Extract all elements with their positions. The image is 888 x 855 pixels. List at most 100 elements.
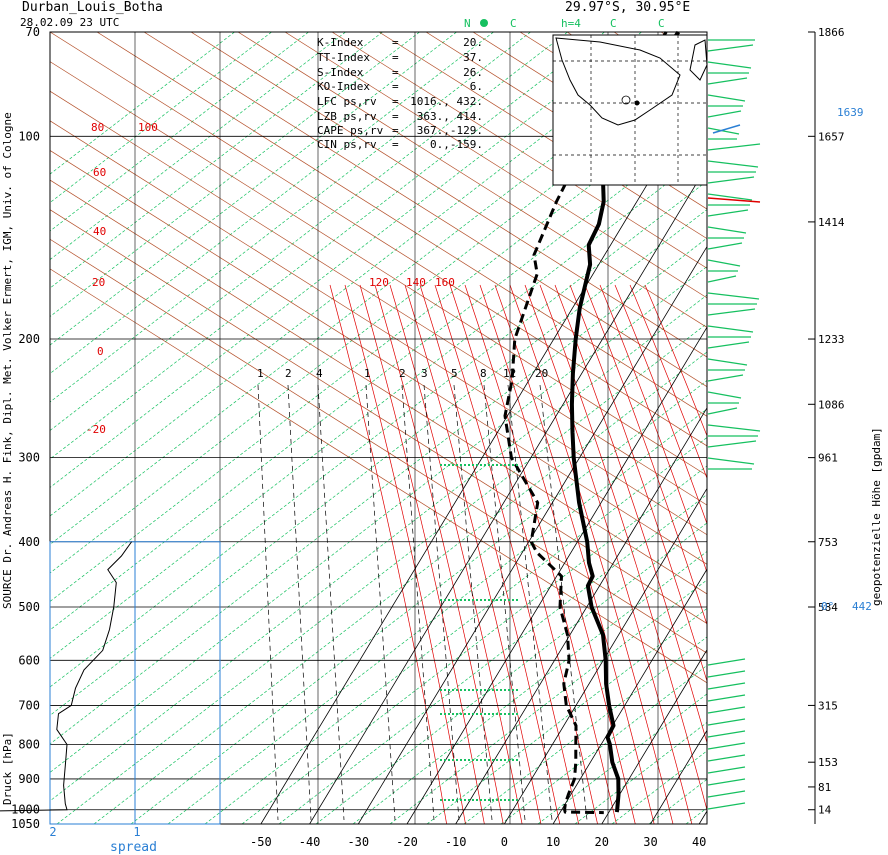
index-name: K-Index: [317, 36, 364, 49]
wind-barb: [707, 658, 746, 666]
wind-barb: [707, 457, 755, 465]
temperature-tick-label: -30: [347, 835, 369, 849]
isotherm: [455, 407, 707, 824]
index-sep: =: [392, 51, 399, 64]
moist-adiabat: [344, 284, 466, 824]
index-name: TT-Index: [317, 51, 370, 64]
theta-label: 60: [93, 166, 106, 179]
wind-barb: [707, 670, 746, 678]
wind-barb: [707, 374, 744, 382]
wind-barb: [707, 61, 752, 69]
green-guide-line: [426, 607, 707, 824]
mixing-ratio-line: [483, 384, 526, 821]
plot-frame: [49, 31, 708, 825]
pressure-tick-label: 800: [18, 737, 40, 751]
green-guide-line: [723, 0, 888, 824]
index-sep: =: [392, 36, 399, 49]
wind-barb: [707, 706, 746, 714]
green-guide-line: [50, 266, 707, 773]
index-sep: =: [392, 66, 399, 79]
tropopause-height: 1639: [837, 106, 864, 119]
pressure-tick-label: 400: [18, 535, 40, 549]
temperature-profile: [569, 30, 681, 813]
mixing-ratio-line: [257, 384, 279, 821]
mixing-ratio-label: 4: [316, 367, 323, 380]
moist-adiabat: [434, 284, 580, 824]
green-guide-line: [50, 95, 707, 602]
wind-barb: [707, 325, 754, 333]
mixing-ratio-line: [423, 384, 460, 821]
map-frame: [552, 34, 708, 186]
moist-adiabat: [614, 284, 707, 525]
index-name: S-Index: [317, 66, 364, 79]
temperature-tick-label: 40: [692, 835, 706, 849]
spread-tick-label: 2: [49, 825, 56, 839]
green-guide-line: [50, 180, 707, 688]
green-guide-line: [50, 32, 273, 204]
mixing-ratio-label: 2: [285, 367, 292, 380]
cloud-legend-cl: C: [510, 17, 517, 30]
height-tick-label: 1086: [818, 398, 845, 411]
pressure-tick-label: 1050: [11, 817, 40, 831]
index-name: CIN ps,rv: [317, 138, 377, 151]
wind-barb: [707, 778, 746, 786]
spread-tick-label: 1: [133, 825, 140, 839]
mixing-ratio-label: 1: [364, 367, 371, 380]
wind-barb: [707, 259, 741, 267]
temperature-tick-label: -50: [250, 835, 272, 849]
isotherm: [552, 568, 707, 824]
moist-adiabat: [539, 284, 707, 812]
moist-adiabat: [389, 284, 523, 824]
cloud-legend-ch: C: [658, 17, 665, 30]
spread-line: [0, 541, 133, 812]
green-guide-line: [797, 0, 888, 824]
green-guide-line: [50, 66, 707, 574]
wind-barb: [707, 742, 746, 750]
index-value: 20.: [463, 36, 483, 49]
height-tick-label: 153: [818, 756, 838, 769]
index-sep: =: [392, 110, 399, 123]
cloud-legend-n: N: [464, 17, 471, 30]
cloud-legend: N C h=4 C C: [464, 17, 665, 30]
pressure-tick-label: 100: [18, 129, 40, 143]
moist-adiabat: [404, 284, 542, 824]
green-guide-line: [130, 380, 707, 824]
moist-adiabat: [644, 284, 707, 437]
mixing-ratio-line: [365, 384, 396, 821]
theta-label: -20: [86, 423, 106, 436]
pressure-tick-label: 500: [18, 600, 40, 614]
height-tick-label: 81: [818, 781, 831, 794]
wind-barb: [707, 754, 746, 762]
location-map: [552, 34, 708, 186]
wind-barb: [707, 226, 747, 234]
green-guide-line: [352, 550, 707, 824]
dry-adiabat: [237, 32, 707, 328]
wind-barb: [707, 358, 748, 366]
source-credit: SOURCE Dr. Andreas H. Fink, Dipl. Met. V…: [1, 112, 14, 609]
index-name: CAPE ps,rv: [317, 124, 384, 137]
green-guide-line: [50, 32, 569, 431]
wind-barb: [707, 802, 746, 810]
dry-adiabat: [849, 32, 888, 725]
pressure-tick-label: 200: [18, 332, 40, 346]
index-value: 367.,-129.: [417, 124, 483, 137]
green-guide-line: [50, 237, 707, 745]
index-value: 363., 414.: [417, 110, 483, 123]
wind-barb: [707, 209, 749, 217]
wind-barb: [707, 44, 754, 52]
green-guide-line: [50, 32, 532, 403]
index-value: 37.: [463, 51, 483, 64]
location-coordinates: 29.97°S, 30.95°E: [565, 0, 690, 15]
green-guide-line: [50, 32, 384, 289]
sounding-profile: [503, 30, 681, 815]
green-guide-line: [50, 32, 495, 374]
height-tick-label: 14: [818, 804, 832, 817]
temperature-tick-label: 10: [546, 835, 560, 849]
right-axis-label: geopotenzielle Höhe [gpdam]: [870, 427, 883, 606]
green-guide-line: [167, 408, 707, 824]
theta-e-label: 120: [369, 276, 389, 289]
wind-barb: [707, 176, 755, 184]
moist-adiabat: [479, 284, 636, 824]
mixing-ratio-label: 5: [451, 367, 458, 380]
